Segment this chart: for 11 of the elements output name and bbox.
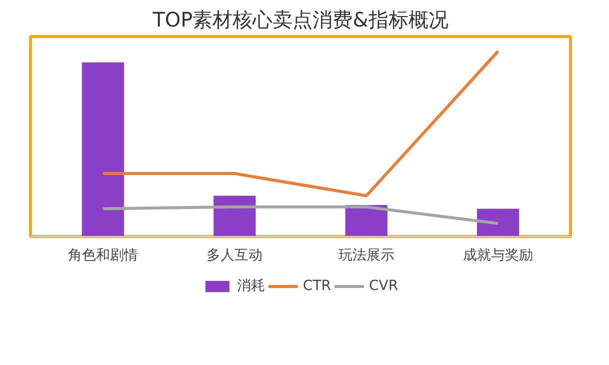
x-tick-label: 多人互动 (206, 248, 263, 264)
x-tick-label: 角色和剧情 (68, 248, 138, 264)
chart-title: TOP素材核心卖点消费&指标概况 (152, 8, 448, 32)
x-tick-label: 玩法展示 (338, 248, 394, 264)
x-tick-label: 成就与奖励 (463, 248, 534, 264)
legend-label: CVR (368, 278, 398, 294)
bar (214, 196, 256, 236)
legend-label: CTR (302, 278, 331, 294)
bar (82, 62, 124, 236)
bar (476, 208, 520, 236)
legend-label: 消耗 (236, 277, 265, 295)
